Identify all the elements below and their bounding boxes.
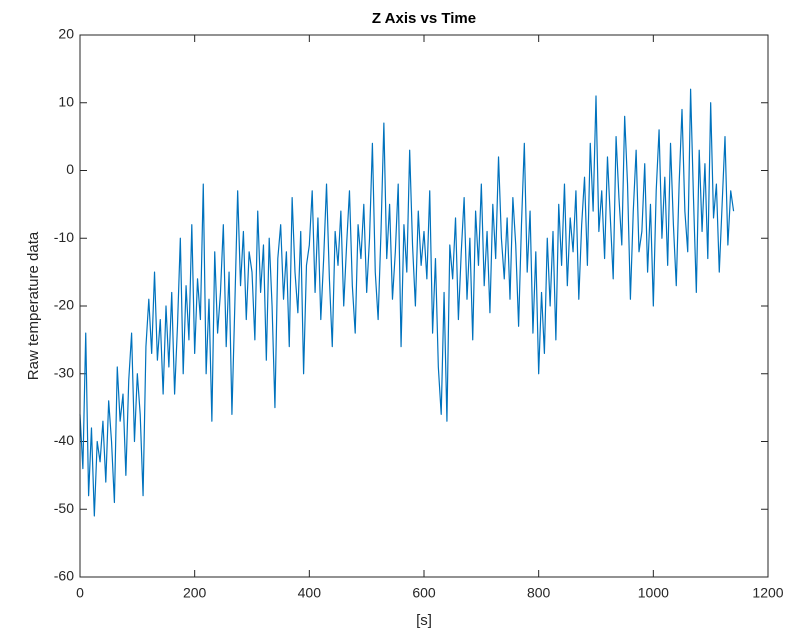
chart-title: Z Axis vs Time	[372, 10, 476, 27]
x-tick-label: 400	[298, 585, 322, 601]
x-tick-label: 1000	[638, 585, 669, 601]
x-axis-label: [s]	[416, 612, 432, 629]
data-line	[79, 88, 735, 517]
x-tick-label: 1200	[752, 585, 783, 601]
y-tick-label: -10	[54, 229, 74, 245]
y-tick-label: -40	[54, 432, 74, 448]
x-tick-label: 200	[183, 585, 207, 601]
x-tick-label: 0	[76, 585, 84, 601]
y-tick-label: -50	[54, 500, 74, 516]
y-tick-label: -30	[54, 364, 74, 380]
y-tick-label: -60	[54, 568, 74, 584]
y-axis-label: Raw temperature data	[25, 231, 42, 380]
x-tick-label: 800	[527, 585, 551, 601]
y-tick-label: 10	[58, 93, 74, 109]
axes-box	[79, 34, 769, 578]
x-tick-label: 600	[412, 585, 436, 601]
y-tick-label: 20	[58, 26, 74, 42]
y-tick-label: -20	[54, 297, 74, 313]
y-tick-label: 0	[66, 161, 74, 177]
